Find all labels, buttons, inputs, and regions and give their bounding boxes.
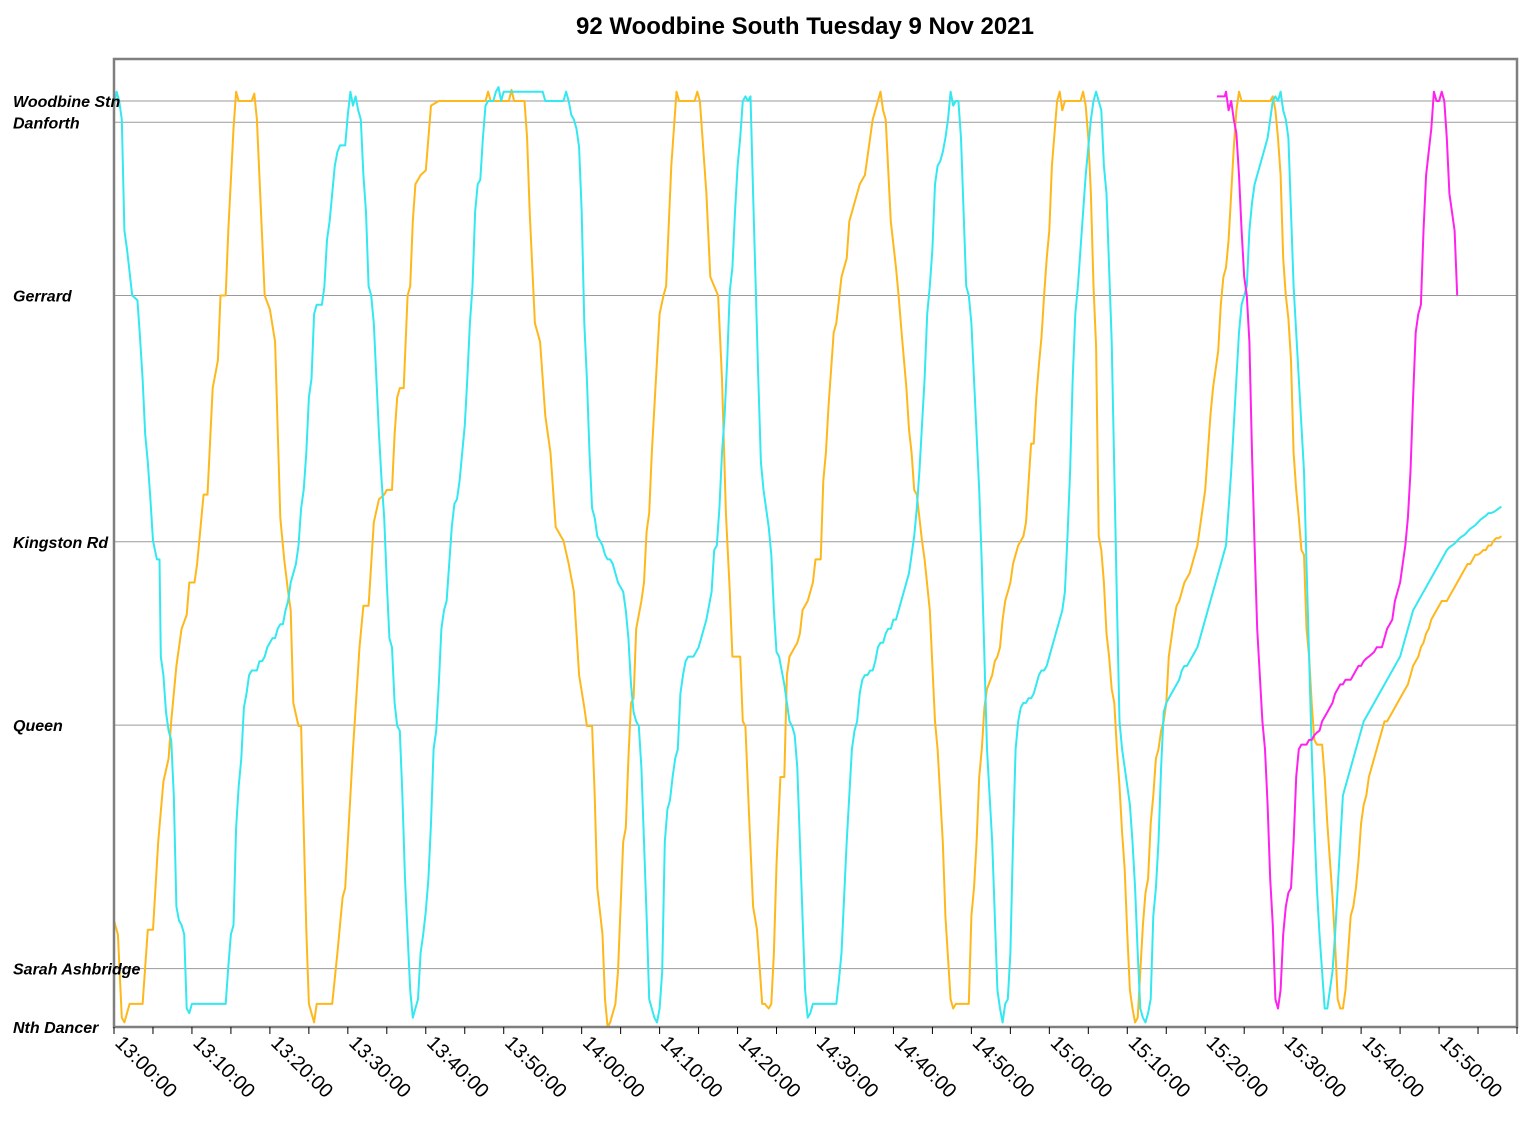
x-tick-label: 13:50:00 xyxy=(500,1032,571,1103)
y-axis: Woodbine Stn Danforth Gerrard Kingston Rd Qu… xyxy=(13,94,141,1037)
x-tick-label: 14:00:00 xyxy=(578,1032,649,1103)
x-tick-label: 13:00:00 xyxy=(110,1032,181,1103)
stop-label: Danforth xyxy=(13,115,80,132)
stop-label: Kingston Rd xyxy=(13,535,109,552)
series-line-0 xyxy=(113,88,1502,1028)
series-line-1 xyxy=(113,86,1502,1024)
x-tick-label: 13:20:00 xyxy=(266,1032,337,1103)
chart-title: 92 Woodbine South Tuesday 9 Nov 2021 xyxy=(576,13,1034,40)
x-tick-label: 14:10:00 xyxy=(656,1032,727,1103)
stop-label: Nth Dancer xyxy=(13,1020,99,1037)
x-axis: 13:00:00 13:10:00 13:20:00 13:30:00 13:40:00… xyxy=(110,1027,1518,1103)
x-tick-label: 14:30:00 xyxy=(812,1032,883,1103)
x-tick-label: 13:10:00 xyxy=(188,1032,259,1103)
x-tick-label: 13:40:00 xyxy=(422,1032,493,1103)
stop-label: Woodbine Stn xyxy=(13,94,120,111)
x-tick-label: 13:30:00 xyxy=(344,1032,415,1103)
x-tick-label: 15:30:00 xyxy=(1280,1032,1351,1103)
x-tick-label: 14:50:00 xyxy=(968,1032,1039,1103)
stop-label: Queen xyxy=(13,718,63,735)
stop-label: Gerrard xyxy=(13,288,73,305)
series-line-2 xyxy=(1216,90,1459,1010)
x-tick-label: 15:40:00 xyxy=(1358,1032,1429,1103)
series-layer xyxy=(113,86,1502,1028)
x-tick-label: 15:20:00 xyxy=(1202,1032,1273,1103)
x-tick-label: 15:50:00 xyxy=(1436,1032,1507,1103)
stop-label: Sarah Ashbridge xyxy=(13,962,141,979)
x-tick-label: 15:10:00 xyxy=(1124,1032,1195,1103)
x-tick-label: 15:00:00 xyxy=(1046,1032,1117,1103)
x-tick-label: 14:40:00 xyxy=(890,1032,961,1103)
x-tick-label: 14:20:00 xyxy=(734,1032,805,1103)
